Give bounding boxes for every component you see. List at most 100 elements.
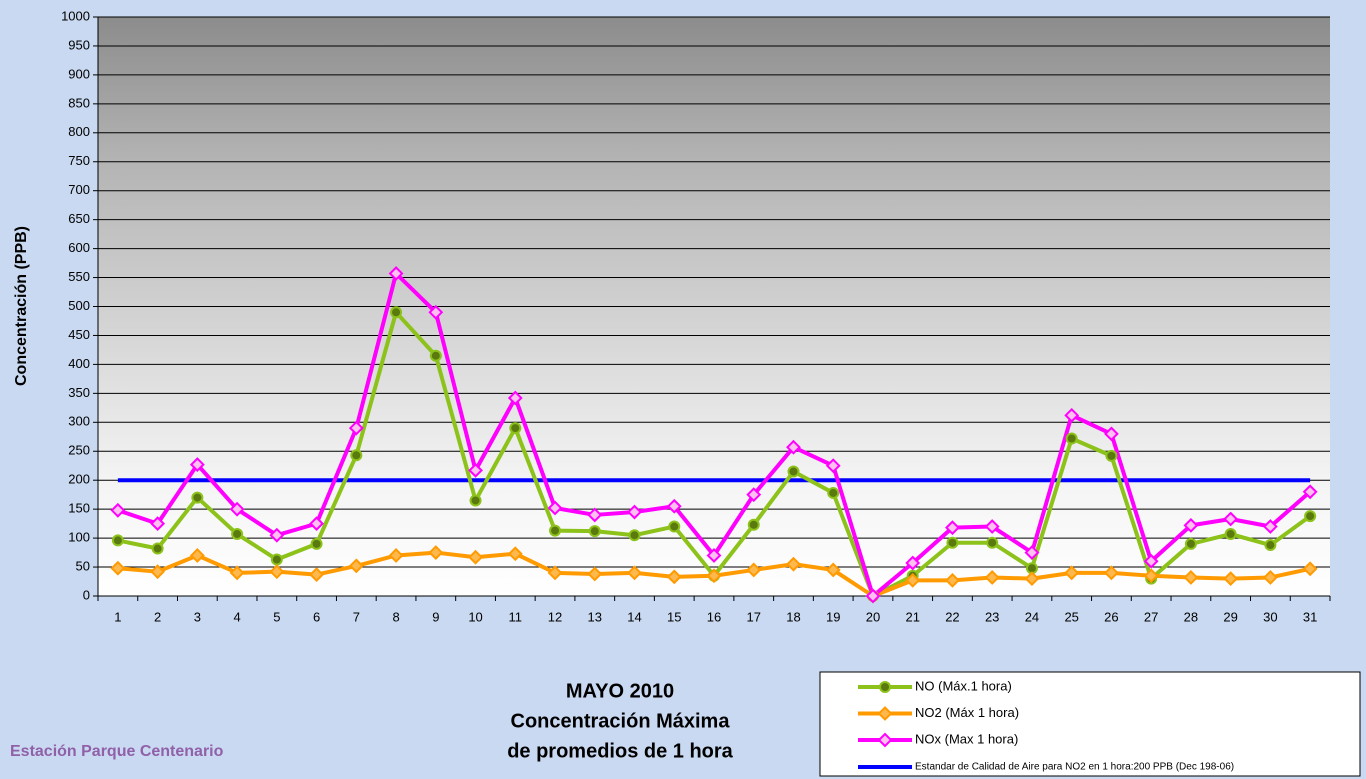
y-tick-label: 700: [68, 182, 90, 197]
point: [825, 562, 841, 578]
point: [905, 555, 921, 571]
point: [1223, 511, 1239, 527]
point: [1105, 449, 1118, 462]
point: [309, 516, 324, 532]
point: [747, 518, 760, 531]
x-tick-label: 13: [588, 609, 602, 624]
y-tick-label: 400: [68, 356, 90, 371]
point: [547, 500, 563, 516]
point: [270, 553, 283, 566]
x-tick-label: 23: [985, 609, 999, 624]
x-tick-label: 8: [392, 609, 399, 624]
point: [310, 537, 323, 550]
x-tick-label: 25: [1064, 609, 1078, 624]
point: [309, 567, 324, 582]
x-tick-label: 22: [945, 609, 959, 624]
legend: [819, 671, 1361, 777]
point: [549, 524, 562, 537]
point: [1064, 565, 1080, 581]
point: [111, 534, 124, 547]
point: [879, 681, 891, 693]
point: [746, 562, 762, 578]
x-tick-label: 26: [1104, 609, 1118, 624]
x-tick-label: 19: [826, 609, 840, 624]
point: [388, 266, 404, 281]
y-tick-label: 600: [68, 240, 90, 255]
point: [390, 306, 403, 319]
point: [509, 422, 522, 435]
y-tick-label: 300: [68, 414, 90, 429]
y-tick-label: 650: [68, 211, 90, 226]
point: [627, 504, 642, 520]
point: [587, 507, 603, 523]
point: [1262, 519, 1278, 534]
x-tick-label: 31: [1303, 609, 1317, 624]
point: [469, 494, 482, 507]
point: [150, 564, 166, 580]
point: [827, 486, 840, 499]
point: [388, 548, 404, 563]
y-tick-label: 100: [68, 530, 90, 545]
y-tick-label: 500: [68, 298, 90, 313]
point: [1065, 432, 1078, 445]
point: [666, 498, 682, 514]
y-tick-label: 950: [68, 37, 90, 52]
point: [1184, 537, 1197, 550]
point: [150, 516, 166, 532]
y-tick-label: 1000: [61, 8, 90, 23]
point: [229, 565, 245, 581]
y-tick-label: 900: [68, 66, 90, 81]
x-tick-label: 28: [1184, 609, 1198, 624]
point: [350, 449, 363, 462]
y-tick-label: 750: [68, 153, 90, 168]
point: [945, 572, 960, 588]
point: [189, 548, 205, 563]
point: [1104, 565, 1119, 581]
point: [786, 439, 801, 455]
point: [1024, 545, 1040, 560]
point: [787, 465, 800, 478]
point: [706, 568, 722, 584]
x-tick-label: 29: [1223, 609, 1237, 624]
point: [1224, 528, 1237, 541]
point: [468, 549, 483, 565]
y-tick-label: 0: [83, 587, 90, 602]
point: [231, 528, 244, 541]
point: [1143, 553, 1159, 569]
y-tick-label: 850: [68, 95, 90, 110]
point: [110, 560, 126, 576]
point: [229, 501, 245, 517]
point: [588, 525, 601, 538]
point: [348, 420, 364, 436]
point: [348, 558, 364, 574]
point: [428, 545, 444, 560]
y-tick-label: 200: [68, 472, 90, 487]
x-tick-label: 7: [353, 609, 360, 624]
point: [428, 304, 444, 320]
point: [946, 536, 959, 549]
point: [507, 390, 523, 406]
station-label: Estación Parque Centenario: [10, 743, 224, 760]
point: [786, 556, 801, 572]
point: [1302, 484, 1318, 500]
point: [877, 706, 893, 721]
legend-label: Estandar de Calidad de Aire para NO2 en …: [915, 762, 1234, 773]
x-tick-label: 4: [233, 609, 240, 624]
point: [865, 588, 881, 604]
point: [628, 529, 641, 542]
point: [468, 462, 483, 478]
point: [269, 527, 285, 543]
x-tick-label: 20: [866, 609, 880, 624]
point: [905, 572, 921, 588]
point: [587, 566, 603, 582]
point: [189, 457, 205, 472]
point: [746, 487, 762, 503]
point: [1143, 568, 1159, 584]
legend-label: NOx (Max 1 hora): [915, 731, 1018, 746]
x-tick-label: 1: [114, 609, 121, 624]
x-tick-label: 16: [707, 609, 721, 624]
x-tick-label: 14: [627, 609, 641, 624]
x-tick-label: 24: [1025, 609, 1039, 624]
